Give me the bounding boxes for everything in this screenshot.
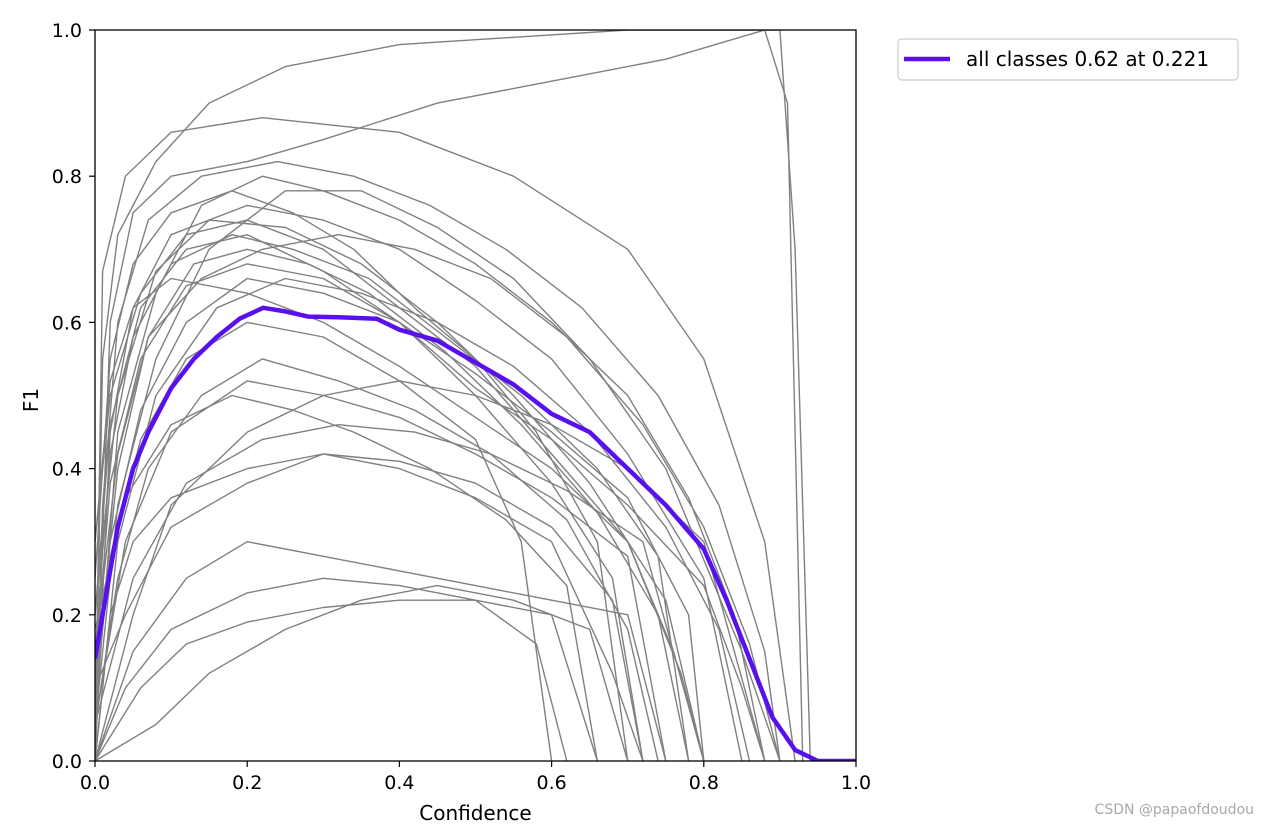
series-line-all-classes (95, 305, 856, 761)
x-axis: 0.0 0.2 0.4 0.6 0.8 1.0 (80, 761, 871, 794)
class-curve-28 (95, 234, 781, 761)
class-curve-25 (95, 30, 804, 761)
class-curve-7 (95, 541, 667, 761)
y-tick-label-1: 0.2 (52, 605, 82, 627)
class-curve-12 (95, 599, 598, 761)
class-curves (95, 30, 811, 761)
class-curve-26 (95, 277, 705, 761)
legend: all classes 0.62 at 0.221 (897, 38, 1239, 81)
class-curve-21 (95, 160, 781, 761)
x-tick-label-0: 0.0 (80, 772, 110, 794)
class-curve-22 (95, 394, 598, 761)
class-curve-20 (95, 263, 644, 761)
y-tick-label-0: 0.0 (52, 751, 82, 773)
class-curve-0 (95, 204, 743, 761)
y-tick-label-3: 0.6 (52, 312, 82, 334)
class-curve-19 (95, 577, 568, 761)
watermark-text: CSDN @papaofdoudou (1094, 802, 1254, 818)
class-curve-16 (95, 190, 629, 761)
y-axis-title: F1 (19, 388, 43, 412)
x-tick-label-4: 0.8 (689, 772, 719, 794)
x-tick-label-2: 0.4 (384, 772, 414, 794)
class-curve-18 (95, 175, 766, 761)
y-tick-label-5: 1.0 (52, 20, 82, 42)
class-curve-6 (95, 234, 690, 761)
x-tick-label-3: 0.6 (536, 772, 566, 794)
class-curve-1 (95, 190, 781, 761)
class-curve-17 (95, 453, 644, 761)
class-curve-29 (95, 424, 705, 761)
class-curve-3 (95, 117, 796, 761)
y-tick-label-2: 0.4 (52, 459, 82, 481)
class-curve-23 (95, 277, 751, 761)
legend-label-all-classes: all classes 0.62 at 0.221 (966, 47, 1209, 71)
y-axis: 0.0 0.2 0.4 0.6 0.8 1.0 (52, 20, 95, 773)
x-axis-title: Confidence (419, 801, 531, 825)
summary-curve (95, 305, 856, 761)
class-curve-27 (95, 584, 629, 761)
x-tick-label-1: 0.2 (232, 772, 262, 794)
x-tick-label-5: 1.0 (841, 772, 871, 794)
plot-frame (94, 29, 857, 762)
y-tick-label-4: 0.8 (52, 166, 82, 188)
class-curve-9 (95, 30, 811, 761)
legend-box (897, 38, 1239, 81)
class-curve-2 (95, 277, 705, 761)
class-curve-11 (95, 358, 659, 761)
